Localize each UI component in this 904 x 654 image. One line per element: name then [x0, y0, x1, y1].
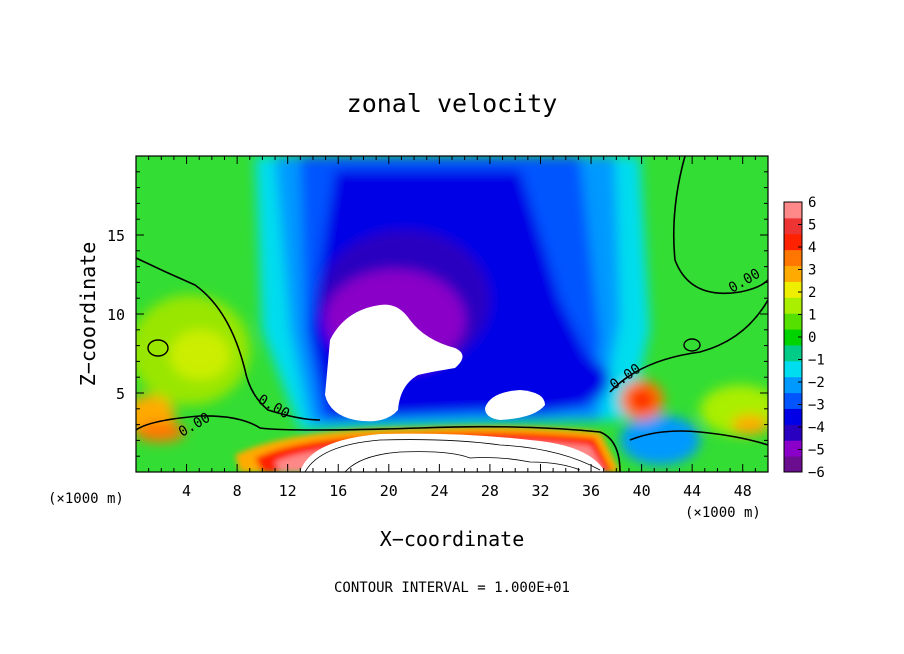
colorbar-tick-label: 6	[808, 195, 816, 211]
x-tick-label: 4	[182, 482, 191, 500]
colorbar-tick-label: 4	[808, 240, 816, 256]
colorbar-swatch	[784, 329, 802, 346]
x-tick-label: 8	[233, 482, 242, 500]
x-tick-label: 32	[531, 482, 549, 500]
colorbar-swatch	[784, 265, 802, 282]
contour-interval-note: CONTOUR INTERVAL = 1.000E+01	[334, 580, 570, 596]
colorbar-swatch	[784, 424, 802, 441]
x-tick-label: 12	[279, 482, 297, 500]
x-tick-label: 24	[430, 482, 448, 500]
y-tick-label: 10	[107, 306, 125, 324]
x-tick-label: 36	[582, 482, 600, 500]
colorbar-swatch	[784, 202, 802, 219]
y-axis: 5 10 15	[107, 171, 768, 457]
colorbar-swatch	[784, 313, 802, 330]
colorbar-tick-label: 1	[808, 308, 816, 324]
colorbar-swatch	[784, 249, 802, 267]
x-tick-label: 40	[633, 482, 651, 500]
colorbar-swatch	[784, 360, 802, 378]
x-unit-label: (×1000 m)	[685, 505, 761, 521]
y-axis-label: Z−coordinate	[76, 242, 100, 387]
colorbar-swatch	[784, 281, 802, 298]
colorbar-tick-label: −2	[808, 375, 825, 391]
colorbar-tick-label: −6	[808, 465, 825, 481]
colorbar-swatch	[784, 408, 802, 425]
y-tick-label: 5	[116, 385, 125, 403]
x-axis-label: X−coordinate	[380, 527, 525, 551]
colorbar-tick-label: −5	[808, 443, 825, 459]
x-tick-label: 44	[683, 482, 701, 500]
heatmap-field	[136, 156, 768, 472]
x-tick-label: 16	[329, 482, 347, 500]
colorbar-swatch	[784, 233, 802, 251]
colorbar-tick-label: −1	[808, 353, 825, 369]
colorbar-swatch	[784, 392, 802, 409]
colorbar-swatch	[784, 217, 802, 235]
colorbar-tick-label: 2	[808, 285, 816, 301]
colorbar-swatch	[784, 344, 802, 362]
y-unit-label: (×1000 m)	[48, 491, 124, 507]
colorbar-tick-label: −4	[808, 420, 825, 436]
chart-title: zonal velocity	[347, 89, 558, 118]
colorbar-tick-label: 3	[808, 263, 816, 279]
colorbar-swatch	[784, 297, 802, 314]
colorbar-swatch	[784, 456, 802, 473]
colorbar-tick-label: −3	[808, 398, 825, 414]
x-tick-label: 20	[380, 482, 398, 500]
contour-labels: 0.00 0.00 0.00 0.00	[176, 266, 763, 441]
colorbar-swatch	[784, 376, 802, 394]
y-tick-label: 15	[107, 227, 125, 245]
colorbar-tick-label: 0	[808, 330, 816, 346]
x-tick-label: 48	[734, 482, 752, 500]
colorbar-swatch	[784, 440, 802, 457]
colorbar-tick-label: 5	[808, 218, 816, 234]
colorbar: 6 5 4 3 2 1 0 −1 −2 −3 −4 −5 −6	[783, 195, 825, 481]
x-axis: 4 8 12 16 20 24 28 32 36 40 44 48	[148, 156, 756, 500]
x-tick-label: 28	[481, 482, 499, 500]
